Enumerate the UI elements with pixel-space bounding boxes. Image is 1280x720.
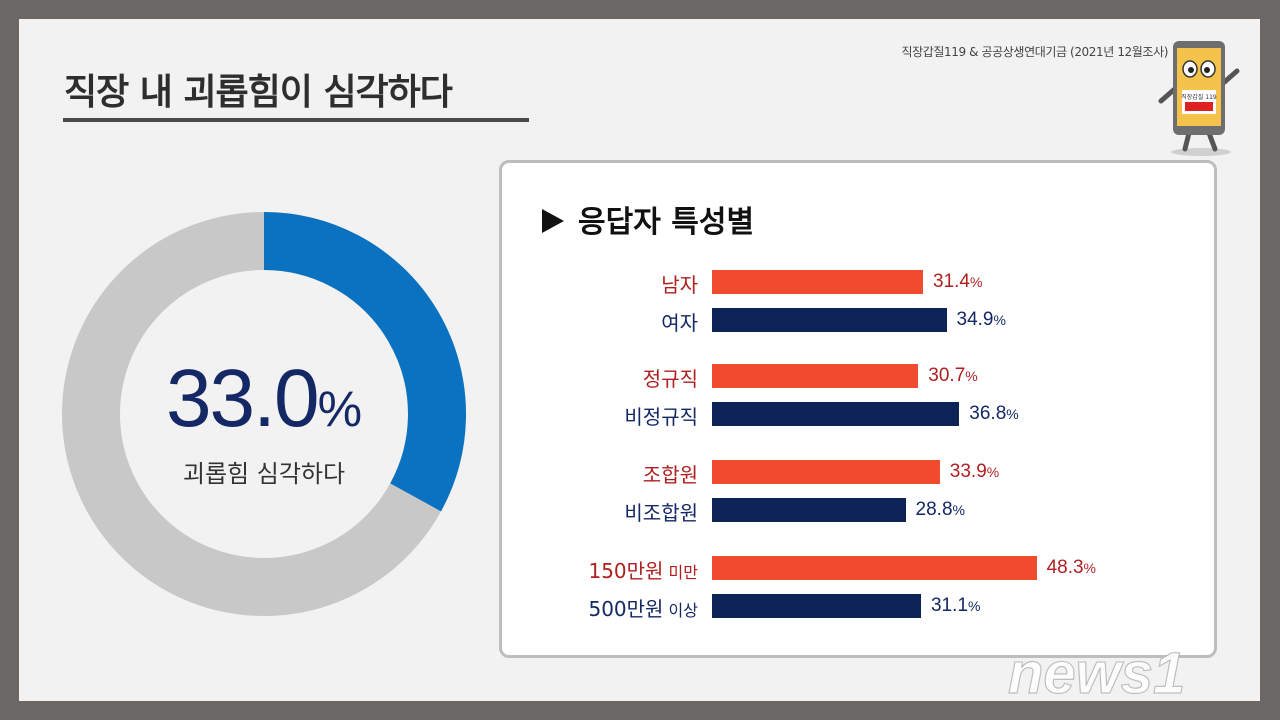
bar-value-unit: % xyxy=(965,368,978,384)
bar-label-sub: 이상 xyxy=(663,601,698,620)
bar-label-text: 비정규직 xyxy=(624,405,698,429)
bar-label: 여자 xyxy=(502,307,698,336)
bar-label-text: 150만원 xyxy=(588,559,664,583)
donut-unit: % xyxy=(317,381,363,437)
bar xyxy=(712,270,923,294)
bar-label-text: 비조합원 xyxy=(624,501,698,525)
bar-label: 500만원 이상 xyxy=(502,593,698,622)
bar-value-unit: % xyxy=(969,274,983,290)
donut-slice-harassment xyxy=(263,212,466,512)
bar-label: 비정규직 xyxy=(502,401,698,430)
svg-text:직장갑질 119: 직장갑질 119 xyxy=(1181,93,1217,101)
bar xyxy=(712,594,921,618)
bar-chart: 남자 31.4% 여자 34.9% 정규직 30.7% 비정규직 36.8% 조합원 33.9% 비… xyxy=(502,163,1214,655)
bar-label-text: 조합원 xyxy=(642,463,698,487)
respondent-panel: 응답자 특성별 남자 31.4% 여자 34.9% 정규직 30.7% 비정규직 36.8% 조… xyxy=(499,160,1217,658)
page-title: 직장 내 괴롭힘이 심각하다 xyxy=(64,72,453,113)
bar-value-number: 28.8 xyxy=(915,499,953,520)
bar-label-text: 여자 xyxy=(661,311,698,335)
bar-value-number: 34.9 xyxy=(956,309,994,330)
bar-label: 조합원 xyxy=(502,459,698,488)
bar xyxy=(712,460,940,484)
bar-label-text: 정규직 xyxy=(642,367,698,391)
bar-value: 30.7% xyxy=(928,365,977,387)
bar-value-number: 30.7 xyxy=(928,365,966,386)
play-triangle-icon xyxy=(542,209,564,233)
svg-text:news1: news1 xyxy=(1008,641,1185,706)
news1-watermark: news1 xyxy=(1007,640,1186,706)
source-note: 직장갑질119 & 공공상생연대기금 (2021년 12월조사) xyxy=(901,45,1168,59)
bar-label-text: 남자 xyxy=(661,273,698,297)
bar-value-unit: % xyxy=(1006,406,1019,422)
bar-value-unit: % xyxy=(986,464,1000,480)
panel-title: 응답자 특성별 xyxy=(542,197,754,241)
bar-value-number: 31.4 xyxy=(933,271,970,292)
bar-value-number: 48.3 xyxy=(1046,557,1084,578)
donut-value: 33.0% xyxy=(62,352,466,446)
bar xyxy=(712,364,919,388)
bar-label: 비조합원 xyxy=(502,497,698,526)
bar-value: 31.1% xyxy=(931,595,980,617)
bar-value: 48.3% xyxy=(1047,557,1096,579)
bar-value-number: 36.8 xyxy=(969,403,1007,424)
mascot-phone-icon: 직장갑질 119 xyxy=(1158,41,1240,156)
bar-value: 33.9% xyxy=(950,461,999,483)
bar-label-sub: 미만 xyxy=(663,563,698,582)
bar xyxy=(712,498,906,522)
infographic-canvas: 직장 내 괴롭힘이 심각하다 직장갑질119 & 공공상생연대기금 (2021년… xyxy=(19,19,1260,707)
donut-chart: 33.0% 괴롭힘 심각하다 xyxy=(62,212,466,616)
title-underline xyxy=(63,118,529,122)
panel-title-text: 응답자 특성별 xyxy=(578,205,755,240)
bar-value: 28.8% xyxy=(916,499,965,521)
donut-number: 33.0 xyxy=(165,353,320,444)
bar-value-number: 33.9 xyxy=(949,461,987,482)
bar xyxy=(712,402,960,426)
bar-label: 정규직 xyxy=(502,363,698,392)
bar-label: 150만원 미만 xyxy=(502,555,698,584)
bar-value: 34.9% xyxy=(957,309,1006,331)
bar-value: 31.4% xyxy=(933,271,982,293)
bar-value: 36.8% xyxy=(969,403,1018,425)
bar-value-unit: % xyxy=(993,312,1006,328)
bar xyxy=(712,556,1037,580)
bar-value-number: 31.1 xyxy=(930,595,968,616)
bar-value-unit: % xyxy=(1083,560,1096,576)
bar-label-text: 500만원 xyxy=(588,597,664,621)
bar xyxy=(712,308,947,332)
bar-value-unit: % xyxy=(952,502,965,518)
donut-label: 괴롭힘 심각하다 xyxy=(182,460,346,488)
bar-label: 남자 xyxy=(502,269,698,298)
bar-value-unit: % xyxy=(967,598,981,614)
